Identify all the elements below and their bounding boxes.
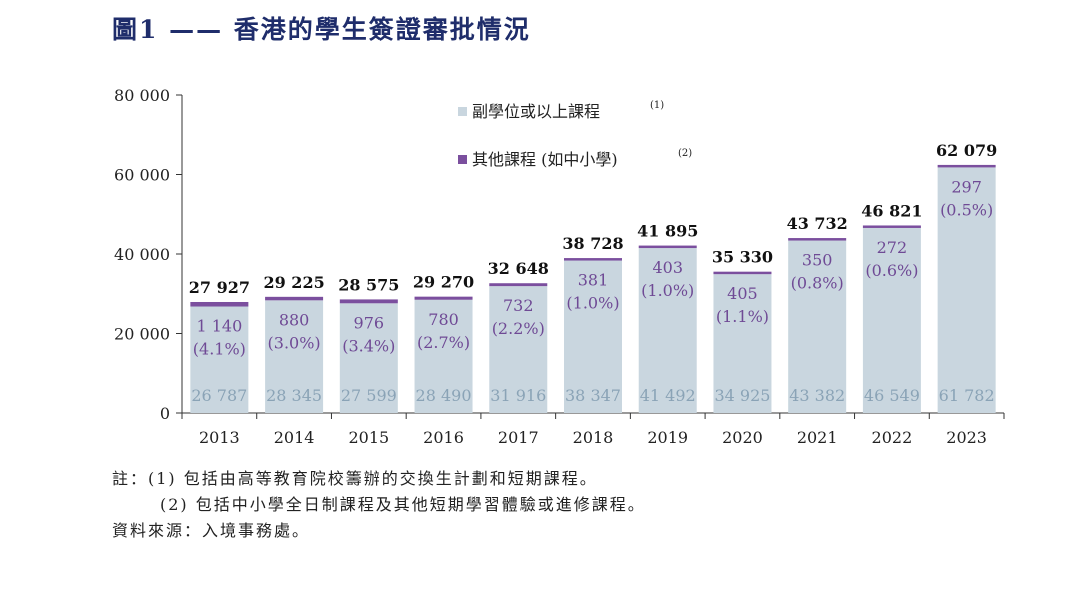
bar-other-2021: [788, 238, 847, 241]
data-label-other: 732: [503, 296, 534, 315]
bar-other-2017: [489, 283, 548, 287]
data-label-main: 28 345: [266, 386, 322, 405]
bar-other-2016: [414, 296, 473, 300]
data-label-share: (3.0%): [268, 333, 321, 352]
data-label-total: 41 895: [637, 222, 698, 241]
y-tick-label: 20 000: [114, 325, 170, 344]
data-label-main: 41 492: [640, 386, 696, 405]
y-tick-label: 80 000: [114, 86, 170, 105]
data-label-other: 780: [428, 310, 459, 329]
bar-other-2015: [339, 299, 398, 304]
data-label-main: 34 925: [714, 386, 770, 405]
bar-other-2020: [713, 271, 772, 275]
bar-main-2019: [638, 248, 697, 413]
legend-sup-main: (1): [650, 100, 664, 111]
data-label-share: (0.5%): [940, 200, 993, 219]
data-label-total: 38 728: [562, 234, 623, 253]
data-label-share: (0.6%): [865, 261, 918, 280]
x-tick-label: 2023: [946, 428, 987, 447]
data-label-main: 38 347: [565, 386, 621, 405]
data-label-total: 43 732: [787, 214, 848, 233]
bar-other-2018: [564, 258, 622, 261]
legend-swatch-other: [458, 155, 467, 164]
data-label-other: 880: [279, 310, 310, 329]
bar-other-2023: [937, 164, 996, 168]
data-label-total: 27 927: [189, 278, 250, 297]
data-label-main: 31 916: [490, 386, 546, 405]
bar-other-2014: [265, 296, 324, 301]
x-tick-label: 2021: [797, 428, 838, 447]
data-label-other: 350: [802, 251, 833, 270]
data-label-other: 405: [727, 284, 758, 303]
bar-other-2019: [638, 245, 697, 249]
x-tick-label: 2018: [573, 428, 614, 447]
bar-main-2013: [190, 306, 249, 413]
data-label-share: (1.0%): [566, 294, 619, 313]
bar-main-2018: [564, 260, 622, 413]
x-tick-label: 2017: [498, 428, 539, 447]
y-tick-label: 40 000: [114, 245, 170, 264]
bar-main-2014: [265, 300, 324, 413]
data-label-main: 43 382: [789, 386, 845, 405]
x-tick-label: 2019: [647, 428, 688, 447]
data-label-share: (1.0%): [641, 281, 694, 300]
data-label-total: 32 648: [488, 259, 549, 278]
footnote-2: (2) 包括中小學全日制課程及其他短期學習體驗或進修課程。: [160, 495, 646, 514]
data-label-other: 381: [578, 271, 609, 290]
data-label-other: 976: [354, 313, 385, 332]
data-label-other: 403: [652, 258, 683, 277]
stacked-bar-chart: 0 20 000 40 000 60 000 80 000 2013 26 787 27 92…: [114, 86, 1005, 447]
bar-main-2023: [937, 167, 996, 413]
data-label-other: 272: [877, 238, 908, 257]
bar-main-2020: [713, 274, 772, 413]
y-tick-label: 60 000: [114, 166, 170, 185]
data-label-total: 62 079: [936, 141, 997, 160]
data-label-share: (2.2%): [492, 319, 545, 338]
x-tick-label: 2020: [722, 428, 763, 447]
data-label-other: 1 140: [196, 317, 242, 336]
data-label-main: 61 782: [939, 386, 995, 405]
bar-main-2021: [788, 240, 847, 413]
bar-main-2016: [414, 299, 473, 413]
data-label-share: (3.4%): [342, 336, 395, 355]
legend-sup-other: (2): [678, 148, 692, 159]
chart-title: 圖1 —— 香港的學生簽證審批情況: [112, 15, 531, 44]
data-label-share: (0.8%): [791, 274, 844, 293]
data-label-total: 35 330: [712, 248, 773, 267]
data-label-main: 28 490: [416, 386, 472, 405]
data-label-main: 27 599: [341, 386, 397, 405]
data-label-share: (1.1%): [716, 307, 769, 326]
legend-swatch-main: [458, 107, 467, 116]
data-label-main: 26 787: [191, 386, 247, 405]
bar-other-2013: [190, 301, 249, 307]
x-tick-label: 2014: [274, 428, 315, 447]
bar-main-2017: [489, 286, 548, 413]
legend-label-main: 副學位或以上課程: [472, 102, 600, 121]
data-label-main: 46 549: [864, 386, 920, 405]
x-tick-label: 2022: [872, 428, 913, 447]
data-label-total: 29 270: [413, 273, 474, 292]
data-label-other: 297: [951, 177, 982, 196]
legend-label-other: 其他課程 (如中小學): [472, 150, 618, 169]
footnote-1: 註：(1) 包括由高等教育院校籌辦的交換生計劃和短期課程。: [112, 469, 598, 488]
x-tick-label: 2015: [348, 428, 389, 447]
data-label-share: (2.7%): [417, 333, 470, 352]
data-label-total: 29 225: [263, 273, 324, 292]
data-label-total: 46 821: [861, 201, 922, 220]
footnotes: 註：(1) 包括由高等教育院校籌辦的交換生計劃和短期課程。 (2) 包括中小學全…: [112, 466, 646, 544]
data-label-share: (4.1%): [193, 340, 246, 359]
data-label-total: 28 575: [338, 275, 399, 294]
x-tick-label: 2013: [199, 428, 240, 447]
y-tick-label: 0: [160, 404, 170, 423]
bar-other-2022: [862, 225, 921, 228]
x-tick-label: 2016: [423, 428, 464, 447]
bar-main-2022: [862, 227, 921, 413]
bar-main-2015: [339, 303, 398, 413]
source-note: 資料來源：入境事務處。: [112, 521, 311, 540]
